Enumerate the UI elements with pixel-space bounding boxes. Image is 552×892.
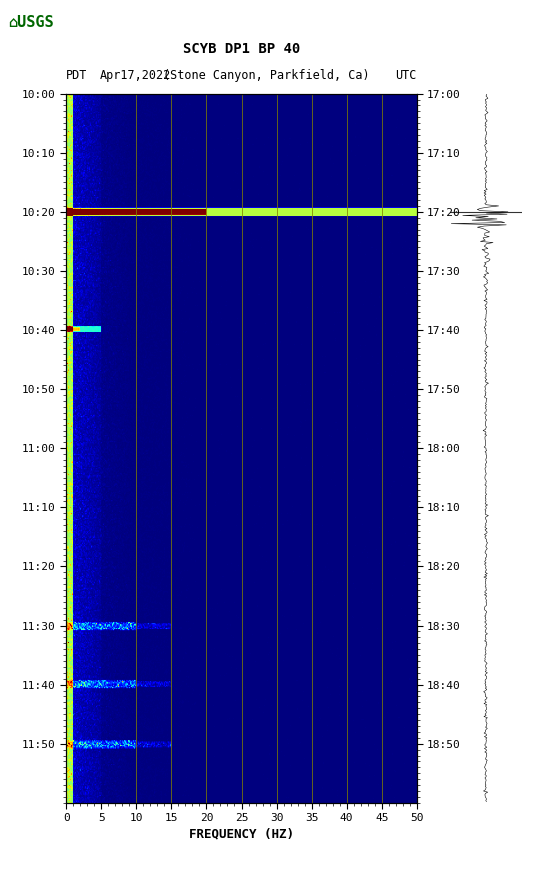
Text: PDT: PDT xyxy=(66,70,88,82)
Text: ⌂USGS: ⌂USGS xyxy=(8,15,54,29)
Text: UTC: UTC xyxy=(395,70,417,82)
X-axis label: FREQUENCY (HZ): FREQUENCY (HZ) xyxy=(189,828,294,840)
Text: SCYB DP1 BP 40: SCYB DP1 BP 40 xyxy=(183,42,300,56)
Text: (Stone Canyon, Parkfield, Ca): (Stone Canyon, Parkfield, Ca) xyxy=(163,70,369,82)
Text: Apr17,2022: Apr17,2022 xyxy=(99,70,171,82)
